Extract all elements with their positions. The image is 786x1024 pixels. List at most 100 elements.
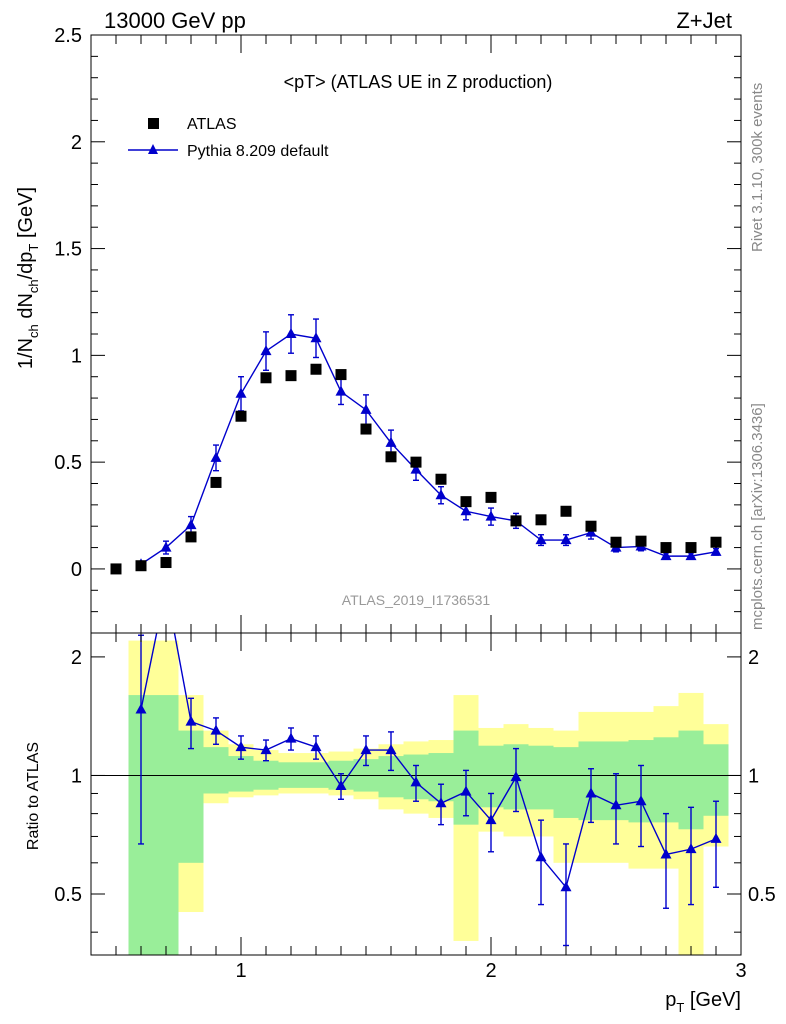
ratio-point <box>185 715 197 726</box>
x-tick-label: 1 <box>235 960 246 982</box>
ratio-point <box>660 848 672 859</box>
main-y-tick-label: 2.5 <box>54 25 82 47</box>
legend-atlas-label: ATLAS <box>187 116 237 133</box>
band-inner <box>653 737 679 823</box>
main-axis-ticks: 0 0.5 1 1.5 2 2.5 <box>54 25 742 634</box>
mc-point <box>185 519 197 530</box>
ratio-point <box>460 785 472 796</box>
x-tick-label: 2 <box>485 960 496 982</box>
legend-mc-label: Pythia 8.209 default <box>187 143 329 160</box>
mc-point <box>710 545 722 556</box>
ratio-point <box>385 744 397 755</box>
ratio-point <box>510 771 522 782</box>
atlas-point <box>585 520 597 532</box>
mc-line <box>140 333 717 565</box>
ratio-line <box>140 633 717 889</box>
main-y-tick-label: 2 <box>71 132 82 154</box>
atlas-point <box>485 491 497 503</box>
mc-point <box>660 550 672 561</box>
ratio-point <box>435 797 447 808</box>
ratio-point <box>535 851 547 862</box>
ratio-y-tick-label-right: 0.5 <box>748 884 776 906</box>
ratio-point <box>310 741 322 752</box>
ratio-point <box>260 744 272 755</box>
ratio-point <box>635 795 647 806</box>
ratio-point <box>410 776 422 787</box>
atlas-point <box>610 536 622 548</box>
atlas-point <box>410 456 422 468</box>
ratio-y-tick-label: 2 <box>71 647 82 669</box>
mc-point <box>485 510 497 521</box>
ratio-point <box>710 832 722 843</box>
main-y-tick-label: 0.5 <box>54 452 82 474</box>
ratio-axis-ticks: 0.5 0.5 1 1 2 2 1 2 3 <box>54 633 776 982</box>
main-title: <pT> (ATLAS UE in Z production) <box>284 72 553 92</box>
mc-point <box>360 403 372 414</box>
atlas-point <box>635 535 647 547</box>
atlas-point <box>510 515 522 527</box>
x-tick-label: 3 <box>735 960 746 982</box>
ratio-y-tick-label-right: 1 <box>748 765 759 787</box>
atlas-point <box>710 536 722 548</box>
mc-point <box>235 387 247 398</box>
legend-atlas-marker <box>148 118 159 129</box>
mc-point <box>335 385 347 396</box>
atlas-point <box>660 542 672 554</box>
atlas-point <box>685 542 697 554</box>
ratio-point <box>560 881 572 892</box>
ratio-ylabel: Ratio to ATLAS <box>25 742 42 850</box>
mc-point <box>310 332 322 343</box>
ratio-point <box>235 741 247 752</box>
mc-point <box>160 541 172 552</box>
ratio-point <box>485 814 497 825</box>
atlas-point <box>260 372 272 384</box>
rivet-label: Rivet 3.1.10, 300k events <box>749 83 766 252</box>
ratio-y-tick-label: 0.5 <box>54 884 82 906</box>
band-inner <box>553 747 579 818</box>
atlas-point <box>435 473 447 485</box>
ratio-y-tick-label-right: 2 <box>748 647 759 669</box>
band-inner <box>203 747 229 794</box>
header-left: 13000 GeV pp <box>104 8 246 33</box>
atlas-point <box>210 476 222 488</box>
main-ylabel: 1/Nch dNch/dpT [GeV] <box>15 187 41 369</box>
mc-point <box>460 505 472 516</box>
mc-point <box>210 451 222 462</box>
mc-point <box>385 436 397 447</box>
legend: ATLAS Pythia 8.209 default <box>128 116 329 160</box>
mc-point <box>535 534 547 545</box>
band-inner <box>178 730 204 863</box>
ratio-point <box>685 843 697 854</box>
band-inner <box>153 695 179 955</box>
atlas-point <box>560 505 572 517</box>
mc-point <box>410 463 422 474</box>
mc-point <box>435 489 447 500</box>
band-inner <box>528 745 554 810</box>
ratio-point <box>285 732 297 743</box>
mc-point <box>560 534 572 545</box>
main-marks <box>110 314 722 575</box>
ratio-point <box>585 787 597 798</box>
atlas-point <box>460 496 472 508</box>
main-y-tick-label: 0 <box>71 559 82 581</box>
atlas-point <box>535 514 547 526</box>
ratio-marks <box>135 633 722 947</box>
watermark: ATLAS_2019_I1736531 <box>342 592 491 608</box>
atlas-point <box>335 369 347 381</box>
atlas-point <box>160 557 172 569</box>
main-panel: 0 0.5 1 1.5 2 2.5 <pT> (ATLAS UE in Z product… <box>15 25 742 634</box>
mc-point <box>285 328 297 338</box>
atlas-point <box>310 363 322 375</box>
ratio-point <box>135 703 147 714</box>
mc-point <box>685 550 697 561</box>
atlas-point <box>185 531 197 543</box>
main-y-tick-label: 1.5 <box>54 239 82 261</box>
atlas-point <box>110 563 122 575</box>
main-y-tick-label: 1 <box>71 345 82 367</box>
atlas-point <box>235 410 247 422</box>
ratio-point <box>610 799 622 810</box>
ratio-panel: 0.5 0.5 1 1 2 2 1 2 3 Ratio to ATLAS pT [GeV] <box>25 632 776 1015</box>
band-inner <box>228 756 254 792</box>
ratio-series <box>135 633 722 947</box>
ratio-point <box>360 744 372 755</box>
